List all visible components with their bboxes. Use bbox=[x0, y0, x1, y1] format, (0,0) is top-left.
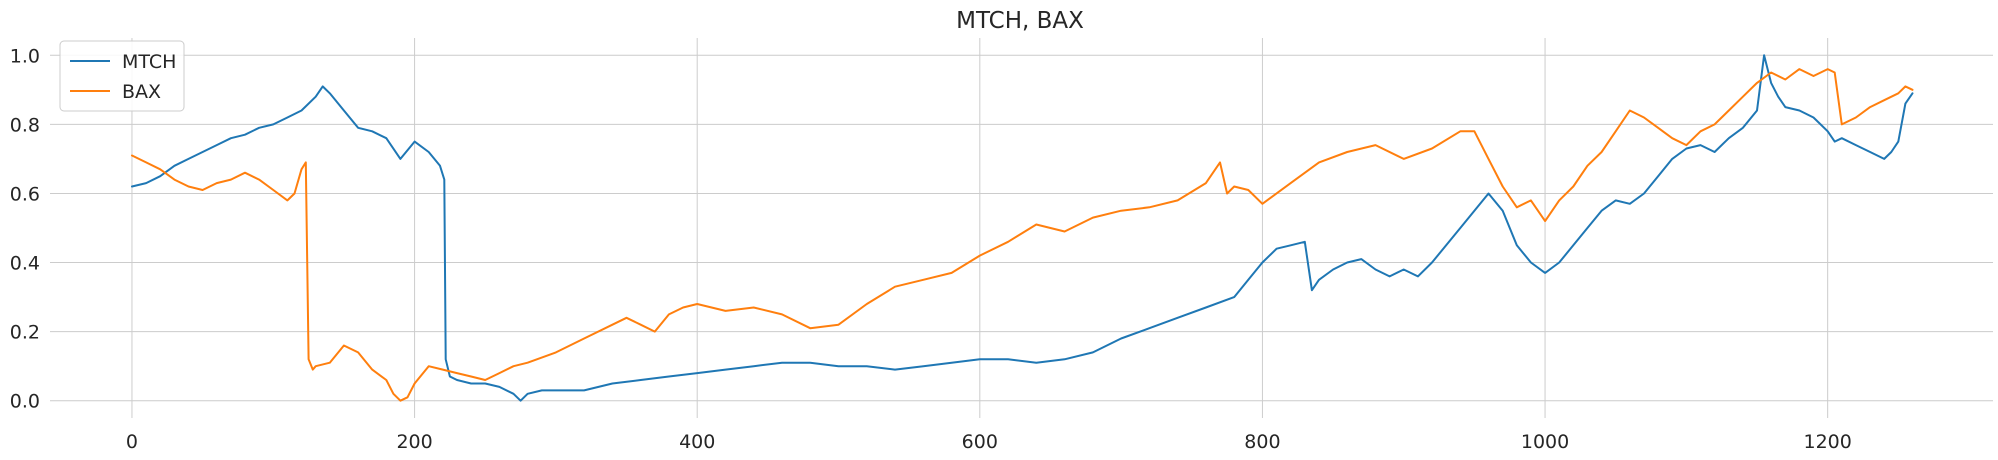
x-tick-label: 200 bbox=[396, 431, 432, 453]
y-tick-label: 0.2 bbox=[10, 322, 40, 344]
x-tick-label: 0 bbox=[126, 431, 138, 453]
legend-label-mtch: MTCH bbox=[122, 51, 176, 73]
series-line-mtch bbox=[131, 54, 1914, 402]
tick-labels: 0 200 400 600 800 1000 1200 0.0 0.2 0.4 0.6 0.8 1.0 bbox=[10, 45, 1852, 453]
x-tick-label: 1000 bbox=[1521, 431, 1569, 453]
series-lines bbox=[131, 54, 1914, 402]
y-tick-label: 0.6 bbox=[10, 183, 40, 205]
grid bbox=[50, 38, 1993, 418]
legend-label-bax: BAX bbox=[122, 81, 161, 103]
y-tick-label: 0.4 bbox=[10, 253, 40, 275]
x-tick-label: 800 bbox=[1244, 431, 1280, 453]
chart-title: MTCH, BAX bbox=[956, 8, 1084, 34]
legend: MTCH BAX bbox=[59, 40, 185, 112]
y-tick-label: 0.0 bbox=[10, 391, 40, 413]
x-tick-label: 600 bbox=[962, 431, 998, 453]
y-tick-label: 1.0 bbox=[10, 45, 40, 67]
x-tick-label: 400 bbox=[679, 431, 715, 453]
legend-box bbox=[59, 40, 185, 112]
series-line-bax bbox=[131, 68, 1914, 402]
x-tick-label: 1200 bbox=[1803, 431, 1851, 453]
y-tick-label: 0.8 bbox=[10, 114, 40, 136]
